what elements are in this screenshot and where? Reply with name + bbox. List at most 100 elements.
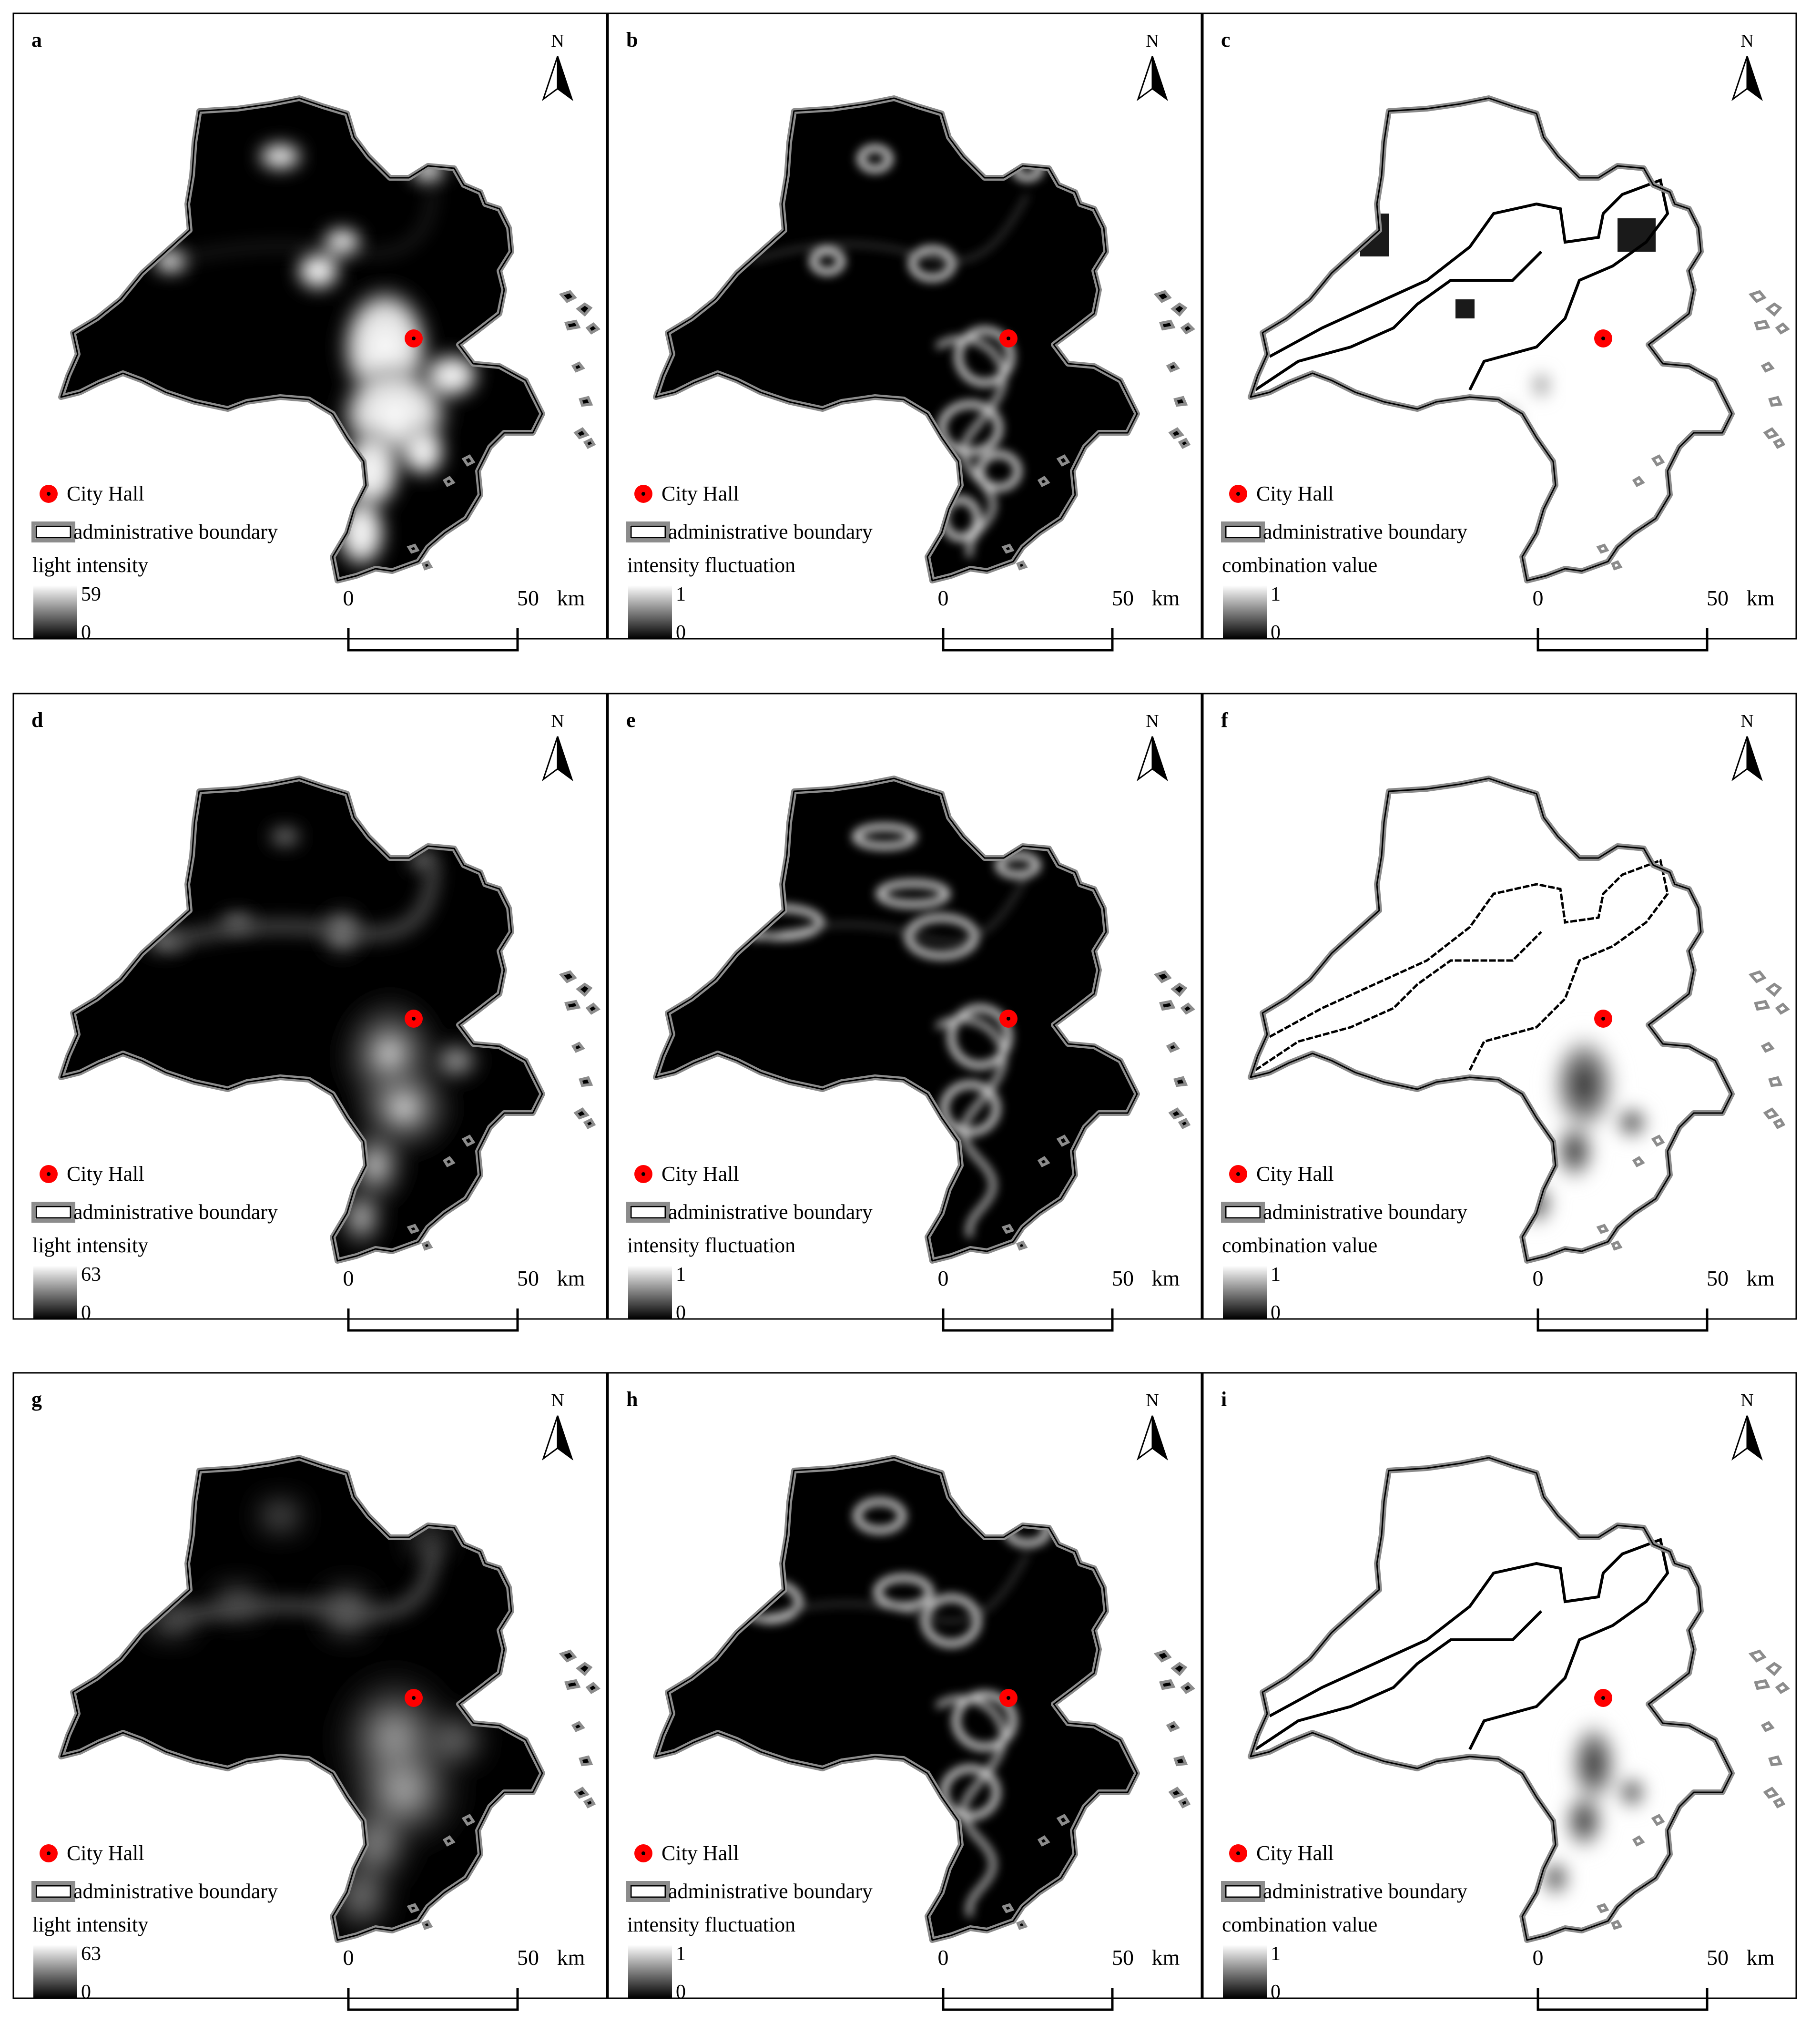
- legend-boundary-label: administrative boundary: [668, 1880, 873, 1903]
- legend-boundary-label: administrative boundary: [73, 1880, 278, 1903]
- ramp-max-label: 59: [81, 583, 101, 605]
- legend-boundary-label: administrative boundary: [1263, 1880, 1467, 1903]
- scale-start-label: 0: [1533, 1266, 1544, 1290]
- legend-boundary-label: administrative boundary: [73, 1200, 278, 1224]
- north-label: N: [1146, 31, 1159, 51]
- legend-city-hall-label: City Hall: [661, 482, 739, 505]
- north-arrow-icon: N: [542, 31, 573, 101]
- scale-start-label: 0: [938, 1266, 949, 1290]
- ramp-min-label: 0: [676, 1302, 686, 1324]
- scale-bar: 0 50 km: [343, 586, 585, 652]
- city-hall-marker: [405, 1689, 423, 1707]
- north-arrow-icon: N: [1731, 31, 1763, 101]
- city-hall-marker: [1594, 329, 1612, 347]
- city-hall-marker: [405, 329, 423, 347]
- map-legend: City Hall administrative boundary intensit…: [626, 482, 873, 644]
- panel-h: h N City Hall administrative boundary intens…: [607, 1372, 1202, 2011]
- scale-unit-label: km: [1152, 1266, 1180, 1290]
- scale-unit-label: km: [1747, 1266, 1775, 1290]
- legend-boundary-label: administrative boundary: [1263, 520, 1467, 543]
- scale-end-label: 50: [1707, 1945, 1729, 1970]
- panel-letter: a: [31, 28, 42, 51]
- scale-start-label: 0: [1533, 586, 1544, 610]
- panel-c: c N City Hall administrative boundary combin…: [1202, 12, 1797, 652]
- panel-f: f N City Hall administrative boundary combin…: [1202, 693, 1797, 1332]
- legend-boundary-label: administrative boundary: [73, 520, 278, 543]
- scale-end-label: 50: [1112, 586, 1134, 610]
- north-arrow-icon: N: [542, 1390, 573, 1461]
- ramp-max-label: 1: [1271, 1943, 1281, 1965]
- color-ramp: [628, 1266, 672, 1319]
- ramp-min-label: 0: [1271, 1981, 1281, 2003]
- ramp-min-label: 0: [1271, 1302, 1281, 1324]
- ramp-max-label: 63: [81, 1943, 101, 1965]
- panel-letter: g: [31, 1388, 42, 1411]
- legend-title: light intensity: [32, 1913, 148, 1936]
- north-label: N: [1146, 711, 1159, 731]
- north-label: N: [1740, 31, 1753, 51]
- map-legend: City Hall administrative boundary intensit…: [626, 1841, 873, 2003]
- legend-city-hall-label: City Hall: [1256, 1162, 1334, 1186]
- map-legend: City Hall administrative boundary intensit…: [626, 1162, 873, 1324]
- north-label: N: [1146, 1390, 1159, 1410]
- city-hall-marker: [1594, 1689, 1612, 1707]
- map-legend: City Hall administrative boundary light in…: [31, 1162, 278, 1324]
- north-arrow-icon: N: [542, 711, 573, 781]
- panel-letter: f: [1221, 708, 1229, 732]
- map-raster: [61, 1458, 542, 1940]
- map-legend: City Hall administrative boundary combinat…: [1221, 482, 1467, 644]
- scale-start-label: 0: [938, 586, 949, 610]
- ramp-max-label: 1: [676, 1264, 686, 1286]
- ramp-min-label: 0: [1271, 622, 1281, 644]
- scale-start-label: 0: [1533, 1945, 1544, 1970]
- legend-city-hall-label: City Hall: [661, 1841, 739, 1865]
- scale-end-label: 50: [1707, 586, 1729, 610]
- legend-city-hall-label: City Hall: [67, 482, 144, 505]
- legend-title: intensity fluctuation: [627, 1913, 795, 1936]
- panel-g: g N City Hall administrative boundary light …: [12, 1372, 608, 2011]
- panel-letter: d: [31, 708, 43, 732]
- legend-boundary-label: administrative boundary: [668, 1200, 873, 1224]
- ramp-min-label: 0: [81, 1302, 91, 1324]
- scale-start-label: 0: [343, 1945, 354, 1970]
- scale-start-label: 0: [343, 586, 354, 610]
- scale-unit-label: km: [1747, 1945, 1775, 1970]
- legend-title: intensity fluctuation: [627, 1234, 795, 1257]
- scale-end-label: 50: [517, 1266, 539, 1290]
- color-ramp: [1223, 1266, 1267, 1319]
- color-ramp: [1223, 1945, 1267, 1998]
- panel-d: d N City Hall administrative boundary light …: [12, 693, 608, 1332]
- scale-start-label: 0: [343, 1266, 354, 1290]
- scale-bar: 0 50 km: [343, 1266, 585, 1332]
- color-ramp: [1223, 585, 1267, 639]
- north-arrow-icon: N: [1137, 711, 1168, 781]
- panel-e: e N City Hall administrative boundary intens…: [607, 693, 1202, 1332]
- scale-bar: 0 50 km: [938, 1945, 1180, 2011]
- scale-bar: 0 50 km: [1533, 1266, 1775, 1332]
- north-arrow-icon: N: [1731, 711, 1763, 781]
- panel-b: b N City Hall administrative boundary intens…: [607, 12, 1202, 652]
- north-label: N: [551, 1390, 564, 1410]
- ramp-max-label: 1: [676, 583, 686, 605]
- scale-unit-label: km: [1747, 586, 1775, 610]
- legend-city-hall-label: City Hall: [67, 1162, 144, 1186]
- scale-bar: 0 50 km: [343, 1945, 585, 2011]
- scale-unit-label: km: [1152, 586, 1180, 610]
- legend-city-hall-label: City Hall: [1256, 482, 1334, 505]
- scale-end-label: 50: [1112, 1266, 1134, 1290]
- panel-i: i N City Hall administrative boundary combin…: [1202, 1372, 1797, 2011]
- scale-unit-label: km: [557, 1945, 585, 1970]
- north-arrow-icon: N: [1137, 31, 1168, 101]
- legend-title: combination value: [1222, 1234, 1377, 1257]
- north-label: N: [1740, 711, 1753, 731]
- ramp-max-label: 1: [676, 1943, 686, 1965]
- scale-end-label: 50: [1707, 1266, 1729, 1290]
- map-legend: City Hall administrative boundary light in…: [31, 482, 278, 644]
- color-ramp: [33, 1266, 77, 1319]
- scale-start-label: 0: [938, 1945, 949, 1970]
- ramp-max-label: 1: [1271, 583, 1281, 605]
- scale-bar: 0 50 km: [1533, 586, 1775, 652]
- legend-title: combination value: [1222, 553, 1377, 577]
- legend-boundary-label: administrative boundary: [1263, 1200, 1467, 1224]
- panel-a: a N City Hall administrative boundary light …: [12, 12, 608, 652]
